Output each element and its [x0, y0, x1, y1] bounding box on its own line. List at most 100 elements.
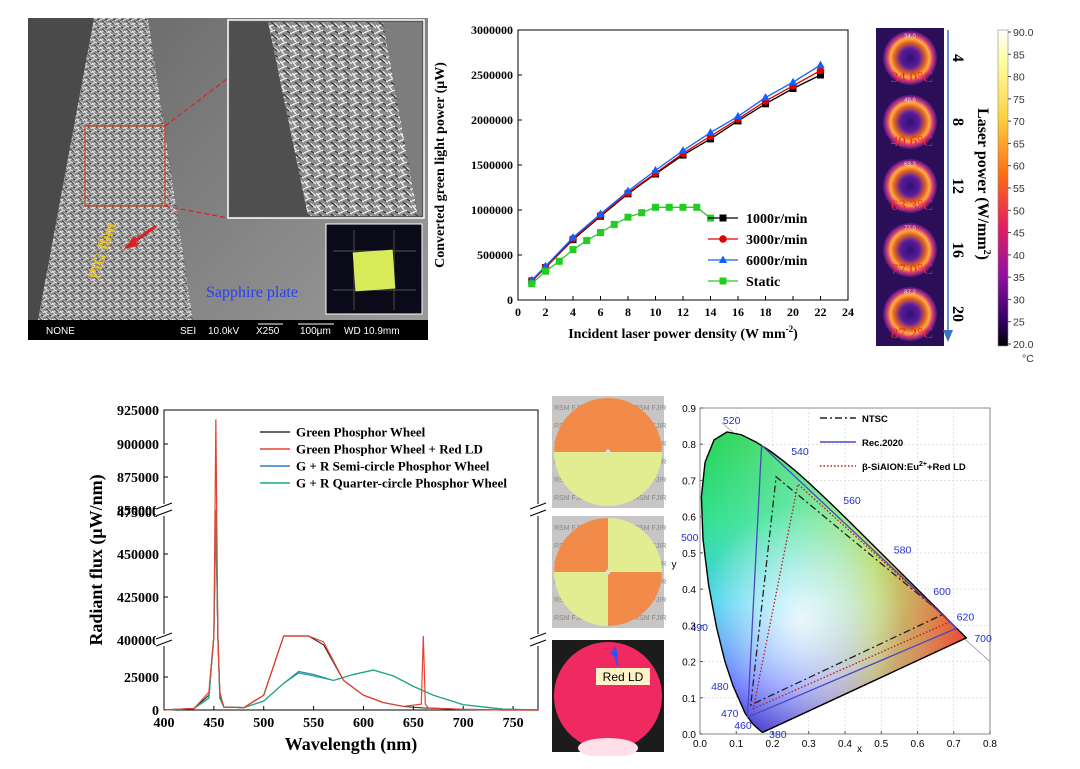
wheel-glow — [578, 738, 638, 756]
cie-wavelength-label: 700 — [974, 633, 992, 645]
thermal-frame: 34.0 34.0°C 4 — [883, 31, 966, 86]
chart-d-legend-entry: Green Phosphor Wheel + Red LD — [260, 442, 483, 457]
cie-wavelength-label: 500 — [681, 532, 699, 544]
chart-d-xtick-label: 450 — [203, 716, 224, 731]
cie-legend-entry: NTSC — [820, 414, 888, 425]
thermal-disk — [883, 287, 937, 341]
chart-d-legend-entry: Green Phosphor Wheel — [260, 425, 426, 440]
sem-panel: PiG flim Sapphire plate NONE SEI 10.0kV … — [28, 18, 428, 340]
chart-d-ytick-label: 425000 — [117, 591, 159, 606]
cie-xtick-label: 0.6 — [911, 739, 925, 750]
sem-info-mode: NONE — [46, 326, 75, 337]
chart-b-point — [610, 220, 618, 228]
chart-b-xtick-label: 8 — [625, 305, 631, 319]
chart-b-legend-label: 1000r/min — [746, 212, 808, 227]
cie-ylabel: y — [672, 559, 677, 570]
cie-ytick-label: 0.3 — [682, 621, 696, 632]
thermal-laser-power: 4 — [949, 54, 966, 62]
thermal-temperature: 63.3°C — [891, 198, 933, 214]
cie-wavelength-label: 480 — [711, 681, 729, 693]
thermal-laser-power: 8 — [949, 118, 966, 126]
chart-b-legend-entry: 3000r/min — [708, 233, 808, 248]
wheel-edge-text: RSM FJIR — [634, 495, 666, 502]
chart-d-legend-entry: G + R Semi-circle Phosphor Wheel — [260, 459, 490, 474]
semi-circle-wheel — [554, 398, 662, 506]
thermal-laser-power: 20 — [949, 306, 966, 322]
thermal-colorbar-label: 35 — [1013, 272, 1025, 284]
cie-ytick-label: 0.0 — [682, 730, 696, 741]
chart-b-point — [541, 261, 550, 270]
cie-wavelength-label: 380 — [769, 729, 787, 741]
chart-b-legend-entry: Static — [708, 275, 780, 290]
chart-b-legend-label: 6000r/min — [746, 254, 808, 269]
thermal-colorbar-label: 55 — [1013, 183, 1025, 195]
chart-b-point — [542, 267, 549, 275]
cie-wavelength-label: 460 — [734, 720, 752, 732]
sem-dark-left — [28, 18, 94, 320]
chart-d-ytick-label: 25000 — [124, 671, 159, 686]
thermal-temperature: 87.2°C — [891, 326, 933, 342]
chart-d-legend-label: Green Phosphor Wheel + Red LD — [296, 442, 483, 457]
chart-b-xtick-label: 16 — [732, 305, 744, 319]
chart-d-legend-entry: G + R Quarter-circle Phosphor Wheel — [260, 476, 507, 491]
chart-b-point — [555, 257, 563, 265]
chart-d-xlabel: Wavelength (nm) — [285, 734, 418, 755]
chart-d-ytick-label: 450000 — [117, 548, 159, 563]
chart-b-series-3 — [528, 203, 714, 288]
chart-b-xlabel: Incident laser power density (W mm-2) — [568, 324, 798, 342]
cie-ytick-label: 0.2 — [682, 658, 696, 669]
thermal-colorbar-label: 85 — [1013, 49, 1025, 61]
chart-b-point — [583, 237, 591, 245]
chart-d-legend-label: G + R Quarter-circle Phosphor Wheel — [296, 476, 507, 491]
chart-b-ylabel: Converted green light power (μW) — [433, 62, 448, 268]
sem-info-detector: SEI — [180, 326, 196, 337]
chart-b-ytick-label: 1000000 — [471, 203, 513, 217]
wheel-edge-text: RSM FJIR — [634, 405, 666, 412]
chart-b-legend-marker — [718, 255, 728, 263]
chart-b-legend-label: Static — [746, 275, 780, 290]
thermal-colorbar-label: 40 — [1013, 250, 1025, 262]
chart-b-point — [788, 77, 798, 86]
wheel-green-quarter — [608, 518, 662, 572]
cie-xlabel: x — [857, 744, 862, 755]
cie-xtick-label: 0.2 — [766, 739, 780, 750]
chart-b-point — [623, 186, 633, 195]
cie-xtick-label: 0.0 — [693, 739, 707, 750]
cie-gamut-2 — [752, 482, 951, 710]
chart-b-legend-label: 3000r/min — [746, 233, 808, 248]
thermal-frame: 77.0 77.0°C 16 — [883, 223, 966, 278]
wheel-red-quarter — [608, 572, 662, 626]
cie-xtick-label: 0.7 — [947, 739, 961, 750]
wheel-edge-text: RSM FJIR — [554, 615, 586, 622]
chart-d-break-mark — [155, 639, 173, 647]
wheel-hub — [605, 569, 611, 575]
thermal-laser-power: 12 — [949, 178, 966, 194]
chart-b-point — [665, 203, 673, 211]
chart-b-point — [569, 246, 577, 254]
cie-ytick-label: 0.6 — [682, 513, 696, 524]
thermal-colorbar-label: 45 — [1013, 228, 1025, 240]
chart-d-ytick-label: 900000 — [117, 438, 159, 453]
thermal-colorbar-label: 80 — [1013, 72, 1025, 84]
wheel-red-quarter — [554, 518, 608, 572]
chart-b-xtick-label: 6 — [598, 305, 604, 319]
chart-b-xtick-label: 10 — [650, 305, 662, 319]
thermal-frame: 87.2 87.2°C 20 — [883, 287, 966, 342]
chart-d-break-mark — [529, 632, 547, 640]
chart-b-ytick-label: 3000000 — [471, 23, 513, 37]
chart-b-xtick-label: 24 — [842, 305, 854, 319]
thermal-colorbar-label: 90.0 — [1013, 27, 1034, 39]
wheel-edge-text: RSM FJIR — [634, 525, 666, 532]
thermal-frame-readout: 34.0 — [904, 34, 916, 40]
sapphire-plate-label: Sapphire plate — [206, 284, 298, 301]
chart-b-point — [816, 60, 825, 69]
chart-b-xtick-label: 0 — [515, 305, 521, 319]
chart-b-point — [761, 93, 770, 101]
sem-info-magnification: X250 — [256, 326, 280, 337]
chart-b-point — [693, 203, 701, 211]
chart-b-point — [597, 229, 604, 236]
sem-info-scale: 100μm — [300, 326, 331, 337]
chart-b-point — [651, 165, 660, 174]
chart-d-ytick-label: 0 — [152, 704, 159, 719]
